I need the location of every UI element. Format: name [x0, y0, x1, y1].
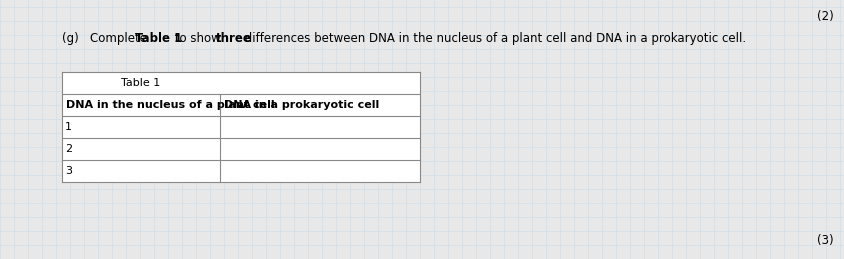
Text: DNA in the nucleus of a plant cell: DNA in the nucleus of a plant cell — [66, 100, 274, 110]
Text: 2: 2 — [65, 144, 72, 154]
Text: (2): (2) — [817, 10, 834, 23]
Text: three: three — [216, 32, 252, 45]
Text: (g): (g) — [62, 32, 78, 45]
Text: (3): (3) — [817, 234, 834, 247]
Text: 1: 1 — [65, 122, 72, 132]
Text: DNA in a prokaryotic cell: DNA in a prokaryotic cell — [224, 100, 379, 110]
Text: Table 1: Table 1 — [135, 32, 182, 45]
Bar — [62, 72, 420, 182]
Text: differences between DNA in the nucleus of a plant cell and DNA in a prokaryotic : differences between DNA in the nucleus o… — [241, 32, 747, 45]
Text: to show: to show — [170, 32, 225, 45]
Text: 3: 3 — [65, 166, 72, 176]
Text: Complete: Complete — [90, 32, 151, 45]
Text: Table 1: Table 1 — [122, 78, 160, 88]
